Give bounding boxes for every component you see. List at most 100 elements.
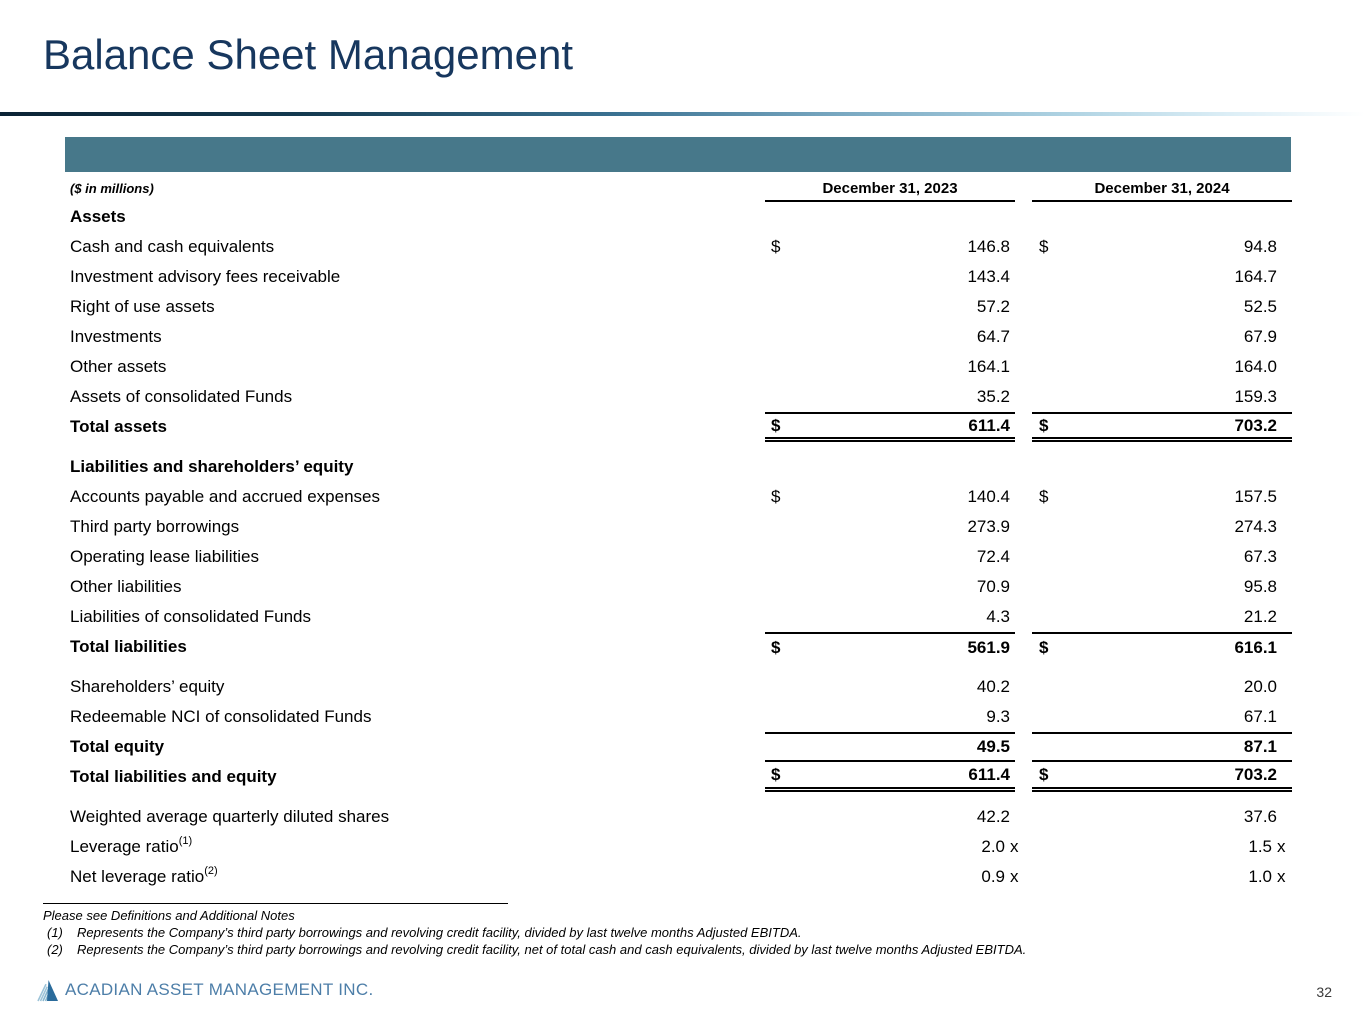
cell-2023: 143.4: [765, 262, 1015, 292]
cell-2024: [1032, 452, 1292, 482]
table-row: Weighted average quarterly diluted share…: [0, 802, 1365, 832]
table-row: Right of use assets 57.2 52.5: [0, 292, 1365, 322]
value-2023: 35.2: [976, 387, 1010, 406]
label-text: Total equity: [70, 737, 165, 756]
value-2023: 57.2: [976, 297, 1010, 316]
value-2023: 42.2: [976, 807, 1010, 826]
footnote-number: (1): [47, 925, 63, 940]
units-note: ($ in millions): [70, 181, 154, 196]
value-2023: 4.3: [986, 607, 1010, 626]
currency-sign: $: [1039, 638, 1049, 657]
cell-2024: $703.2: [1032, 762, 1292, 792]
row-label: Other liabilities: [0, 572, 765, 602]
cell-2024: [1032, 202, 1292, 232]
label-text: Redeemable NCI of consolidated Funds: [70, 707, 372, 726]
table-row: Accounts payable and accrued expenses $1…: [0, 482, 1365, 512]
cell-2023: 9.3: [765, 702, 1015, 732]
value-2024: 1.5: [1248, 837, 1272, 856]
footnote-number: (2): [47, 942, 63, 957]
value-2023: 164.1: [967, 357, 1010, 376]
label-text: Shareholders’ equity: [70, 677, 225, 696]
label-text: Liabilities of consolidated Funds: [70, 607, 311, 626]
value-2024: 67.1: [1243, 707, 1277, 726]
cell-2023: $146.8: [765, 232, 1015, 262]
row-label: Shareholders’ equity: [0, 672, 765, 702]
cell-2024: 164.0: [1032, 352, 1292, 382]
label-text: Other assets: [70, 357, 167, 376]
value-2023: 0.9: [981, 867, 1005, 886]
value-2023: 273.9: [967, 517, 1010, 536]
table-header-bar: [65, 137, 1291, 172]
footnote-1: (1) Represents the Company’s third party…: [43, 925, 1026, 941]
company-logo: ACADIAN ASSET MANAGEMENT INC.: [33, 978, 373, 1002]
currency-sign: $: [771, 764, 781, 784]
label-text: Liabilities and shareholders’ equity: [70, 457, 354, 476]
cell-2023: 49.5: [765, 732, 1015, 762]
label-text: Accounts payable and accrued expenses: [70, 487, 380, 506]
currency-sign: $: [771, 415, 781, 435]
cell-2023: $140.4: [765, 482, 1015, 512]
footnote-text: Represents the Company’s third party bor…: [77, 942, 1027, 957]
cell-2024: 21.2: [1032, 602, 1292, 632]
column-header-2023: December 31, 2023: [765, 172, 1015, 202]
value-2023: 64.7: [976, 327, 1010, 346]
table-row: Cash and cash equivalents $146.8 $94.8: [0, 232, 1365, 262]
row-label: Total assets: [0, 412, 765, 442]
table-row-total-liabilities: Total liabilities $561.9 $616.1: [0, 632, 1365, 662]
column-header-2024: December 31, 2024: [1032, 172, 1292, 202]
multiplier-suffix: x: [1277, 837, 1286, 856]
cell-2023: 0.9 x: [765, 862, 1018, 892]
cell-2023: 35.2: [765, 382, 1015, 412]
footnote-text: Represents the Company’s third party bor…: [77, 925, 802, 940]
table-row-total-assets: Total assets $611.4 $703.2: [0, 412, 1365, 442]
cell-2023: 164.1: [765, 352, 1015, 382]
value-2023: 2.0: [981, 837, 1005, 856]
label-text: Weighted average quarterly diluted share…: [70, 807, 390, 826]
table-row: Other assets 164.1 164.0: [0, 352, 1365, 382]
cell-2023: 2.0 x: [765, 832, 1018, 862]
value-2023: 140.4: [967, 487, 1010, 506]
table-row: Third party borrowings 273.9 274.3: [0, 512, 1365, 542]
label-text: Other liabilities: [70, 577, 182, 596]
cell-2023: [765, 202, 1015, 232]
value-2023: 72.4: [976, 547, 1010, 566]
cell-2024: $703.2: [1032, 412, 1292, 442]
row-label: Right of use assets: [0, 292, 765, 322]
cell-2023: $611.4: [765, 762, 1015, 792]
value-2023: 9.3: [986, 707, 1010, 726]
cell-2024: 159.3: [1032, 382, 1292, 412]
value-2024: 703.2: [1234, 415, 1277, 435]
cell-2023: $561.9: [765, 632, 1015, 662]
currency-sign: $: [771, 487, 781, 506]
value-2024: 67.9: [1243, 327, 1277, 346]
right-margin: [1292, 172, 1365, 202]
label-text: Assets: [70, 207, 126, 226]
value-2024: 157.5: [1234, 487, 1277, 506]
value-2023: 49.5: [976, 737, 1010, 756]
footnote-ref: (2): [204, 865, 218, 877]
cell-2024: 87.1: [1032, 732, 1292, 762]
value-2023: 146.8: [967, 237, 1010, 256]
row-label: Total liabilities and equity: [0, 762, 765, 792]
section-gap: [0, 792, 1365, 802]
cell-2024: $157.5: [1032, 482, 1292, 512]
label-text: Total assets: [70, 417, 168, 436]
cell-2024: 20.0: [1032, 672, 1292, 702]
value-2024: 164.7: [1234, 267, 1277, 286]
value-2024: 94.8: [1243, 237, 1277, 256]
table-row: Operating lease liabilities 72.4 67.3: [0, 542, 1365, 572]
multiplier-suffix: x: [1277, 867, 1286, 886]
value-2024: 95.8: [1243, 577, 1277, 596]
cell-2023: $611.4: [765, 412, 1015, 442]
row-label: Cash and cash equivalents: [0, 232, 765, 262]
row-label: Net leverage ratio (2): [0, 862, 765, 892]
label-text: Cash and cash equivalents: [70, 237, 275, 256]
table-row-leverage-ratio: Leverage ratio (1) 2.0 x 1.5 x: [0, 832, 1365, 862]
value-2024: 164.0: [1234, 357, 1277, 376]
row-label: Assets of consolidated Funds: [0, 382, 765, 412]
row-label: Leverage ratio (1): [0, 832, 765, 862]
value-2024: 87.1: [1243, 737, 1277, 756]
currency-sign: $: [771, 237, 781, 256]
company-name: ACADIAN ASSET MANAGEMENT INC.: [65, 980, 374, 999]
currency-sign: $: [771, 638, 781, 657]
